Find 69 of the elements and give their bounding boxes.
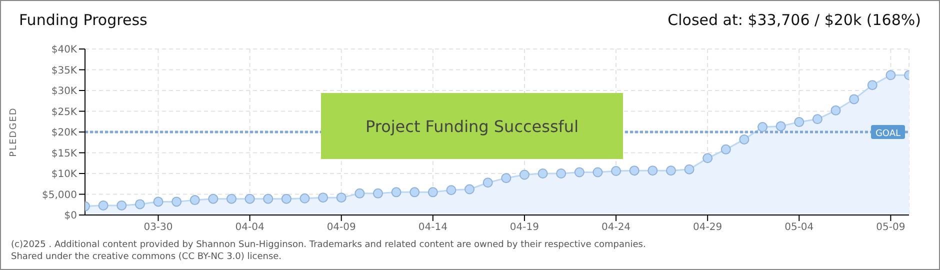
point — [391, 187, 402, 198]
point — [153, 196, 164, 207]
point — [720, 144, 731, 154]
y-tick-label: $25K — [51, 106, 78, 118]
y-tick-label: $20K — [51, 128, 78, 139]
x-tick-label: 04-24 — [601, 222, 631, 234]
point — [849, 94, 860, 104]
x-tick-label: 04-19 — [510, 222, 539, 234]
point — [739, 134, 750, 144]
point — [611, 166, 622, 176]
point — [886, 70, 896, 80]
point — [830, 105, 841, 116]
y-tick-label: $0 — [64, 210, 77, 222]
point — [263, 194, 274, 204]
point — [208, 194, 218, 204]
y-tick-label: $10K — [51, 169, 78, 180]
point — [648, 166, 658, 176]
point — [794, 117, 804, 128]
x-tick-label: 04-14 — [418, 222, 448, 234]
chart-title: Funding Progress — [19, 11, 148, 29]
point — [116, 200, 127, 210]
text: (c)2025 . Additional content provided by Shannon Sun-Higginson. Trademarks and related content are owned by their respective companies. — [11, 239, 646, 251]
point — [666, 166, 676, 176]
point — [300, 193, 310, 204]
point — [776, 121, 786, 132]
point — [428, 187, 438, 198]
point — [702, 153, 713, 164]
point — [190, 195, 200, 206]
point — [318, 192, 328, 203]
point — [501, 173, 512, 184]
point — [410, 187, 420, 198]
point — [556, 168, 566, 178]
x-tick-label: 04-09 — [326, 222, 356, 234]
point — [812, 114, 822, 124]
point — [354, 188, 365, 198]
x-tick-label: 05-04 — [784, 222, 814, 234]
chart-subtitle: Closed at: $33,706 / $20k (168%) — [668, 11, 921, 29]
y-tick-label: $15K — [51, 148, 78, 160]
x-tick-label: 04-04 — [235, 222, 264, 234]
y-axis-title: PLEDGED — [9, 107, 20, 157]
point — [519, 170, 530, 180]
point — [244, 194, 255, 204]
point — [538, 168, 548, 178]
y-tick-label: $5,000 — [42, 190, 77, 201]
text: Shared under the creative commons (CC BY-NC 3.0) license. — [11, 251, 283, 263]
point — [134, 199, 145, 210]
point — [482, 178, 493, 188]
y-tick-label: $35K — [51, 65, 78, 76]
point — [629, 166, 640, 176]
x-tick-label: 04-29 — [693, 222, 722, 234]
point — [172, 196, 182, 207]
point — [446, 185, 456, 196]
point — [684, 164, 694, 174]
y-tick-label: $40K — [51, 44, 78, 56]
point — [464, 184, 475, 194]
point — [758, 122, 768, 132]
x-tick-label: 05-09 — [876, 222, 906, 234]
point — [372, 188, 383, 198]
x-tick-label: 03-30 — [144, 222, 173, 234]
y-tick-label: $30K — [51, 86, 78, 98]
point — [592, 167, 603, 178]
point — [574, 167, 584, 178]
point — [336, 192, 346, 203]
point — [226, 194, 236, 204]
point — [281, 194, 292, 204]
ref-line-label: GOAL — [875, 129, 901, 139]
point — [98, 200, 108, 210]
banner: Project Funding Successful — [321, 93, 623, 159]
point — [867, 80, 878, 90]
